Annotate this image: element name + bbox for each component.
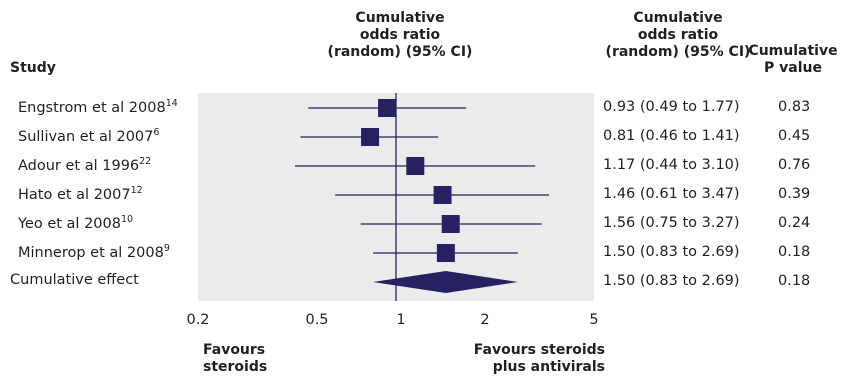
favours-right-line-2: plus antivirals — [492, 359, 605, 375]
study-header: Study — [10, 60, 56, 76]
study-label: Hato et al 200712 — [18, 185, 143, 203]
study-label: Yeo et al 200810 — [18, 214, 134, 232]
p-header-line-2: P value — [764, 60, 822, 76]
favours-left-line-1: Favours — [203, 342, 266, 358]
p-value: 0.24 — [778, 215, 811, 231]
favours-right-line-1: Favours steroids — [473, 342, 605, 358]
tick-label: 1 — [396, 312, 406, 328]
tick-label: 5 — [589, 312, 599, 328]
p-value: 0.76 — [778, 157, 811, 173]
plot-header-line-2: odds ratio — [359, 27, 441, 43]
p-header-line-1: Cumulative — [748, 43, 838, 59]
favours-left-label: Favours steroids — [203, 342, 267, 376]
study-label: Minnerop et al 20089 — [18, 243, 170, 261]
ci-header: Cumulative odds ratio (random) (95% CI) — [598, 10, 758, 61]
study-label: Sullivan et al 20076 — [18, 127, 160, 145]
effect-marker — [361, 128, 380, 146]
effect-marker — [441, 215, 460, 233]
tick-label: 2 — [480, 312, 490, 328]
effect-marker — [433, 186, 452, 204]
ci-value: 0.81 (0.46 to 1.41) — [603, 128, 740, 144]
ci-value: 1.17 (0.44 to 3.10) — [603, 157, 740, 173]
p-value: 0.18 — [778, 244, 811, 260]
ci-value: 0.93 (0.49 to 1.77) — [603, 99, 740, 115]
ci-value: 1.50 (0.83 to 2.69) — [603, 244, 740, 260]
ci-header-line-3: (random) (95% CI) — [605, 44, 751, 60]
p-value: 0.39 — [778, 186, 811, 202]
plot-header: Cumulative odds ratio (random) (95% CI) — [300, 10, 500, 61]
ci-header-line-2: odds ratio — [637, 27, 719, 43]
study-label: Adour et al 199622 — [18, 156, 152, 174]
summary-label: Cumulative effect — [10, 272, 139, 288]
ci-value-summary: 1.50 (0.83 to 2.69) — [603, 273, 740, 289]
favours-right-label: Favours steroids plus antivirals — [445, 342, 605, 376]
p-value: 0.83 — [778, 99, 811, 115]
effect-marker — [406, 157, 425, 175]
effect-marker — [378, 99, 397, 117]
effect-marker — [436, 244, 455, 262]
ci-value: 1.56 (0.75 to 3.27) — [603, 215, 740, 231]
plot-header-line-1: Cumulative — [355, 10, 445, 26]
plot-header-line-3: (random) (95% CI) — [327, 44, 473, 60]
p-value: 0.45 — [778, 128, 811, 144]
study-label: Engstrom et al 200814 — [18, 98, 178, 116]
ci-value: 1.46 (0.61 to 3.47) — [603, 186, 740, 202]
tick-label: 0.2 — [186, 312, 210, 328]
ci-header-line-1: Cumulative — [633, 10, 723, 26]
tick-label: 0.5 — [305, 312, 329, 328]
p-value-summary: 0.18 — [778, 273, 811, 289]
p-header: Cumulative P value — [744, 43, 842, 77]
favours-left-line-2: steroids — [203, 359, 268, 375]
summary-diamond — [373, 271, 518, 293]
